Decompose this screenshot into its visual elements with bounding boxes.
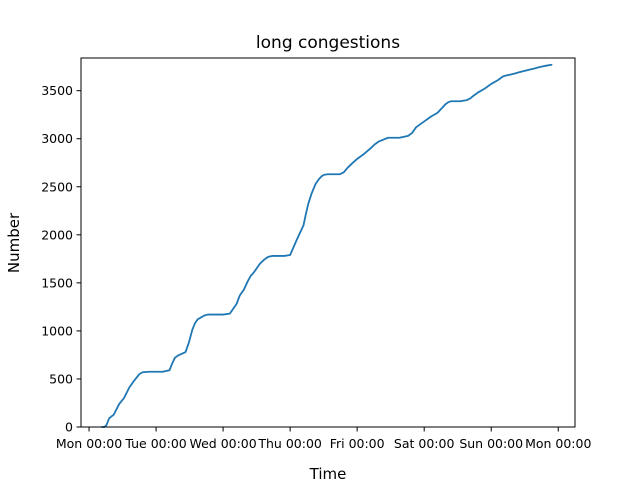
y-tick-label-0: 0 [65, 420, 73, 435]
series-line-0 [100, 63, 553, 428]
x-tick-label-2: Wed 00:00 [189, 436, 256, 451]
y-tick-label-4: 2000 [41, 227, 73, 242]
x-tick-label-1: Tue 00:00 [124, 436, 186, 451]
y-axis-label: Number [5, 212, 23, 273]
x-tick-label-4: Fri 00:00 [330, 436, 385, 451]
y-tick-label-5: 2500 [41, 179, 73, 194]
y-tick-label-1: 500 [49, 371, 73, 386]
x-axis-label: Time [309, 465, 347, 480]
series-layer [100, 63, 553, 428]
plot-frame [80, 57, 576, 428]
y-tick-label-3: 1500 [41, 275, 73, 290]
x-tick-label-6: Sun 00:00 [459, 436, 523, 451]
x-tick-label-5: Sat 00:00 [394, 436, 455, 451]
y-axis-ticks: 0 500 1000 1500 2000 2500 3000 3500 [41, 83, 81, 435]
x-tick-label-0: Mon 00:00 [56, 436, 122, 451]
x-tick-label-7: Mon 00:00 [525, 436, 591, 451]
y-tick-label-2: 1000 [41, 323, 73, 338]
x-axis-ticks: Mon 00:00 Tue 00:00 Wed 00:00 Thu 00:00 Fri … [56, 427, 591, 451]
x-tick-label-3: Thu 00:00 [257, 436, 322, 451]
y-tick-label-6: 3000 [41, 131, 73, 146]
y-tick-label-7: 3500 [41, 83, 73, 98]
chart-title: long congestions [256, 33, 400, 53]
